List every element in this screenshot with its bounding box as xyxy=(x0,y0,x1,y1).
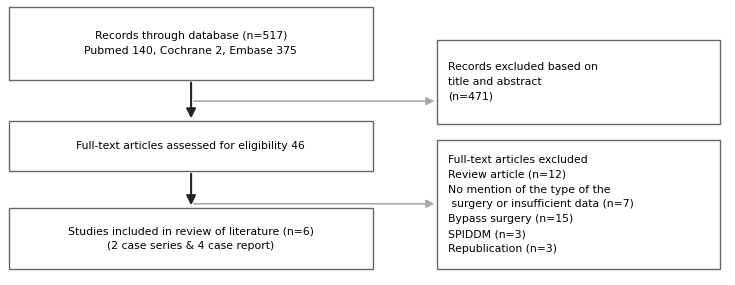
Text: (n=471): (n=471) xyxy=(448,92,493,102)
Text: surgery or insufficient data (n=7): surgery or insufficient data (n=7) xyxy=(448,200,634,209)
FancyBboxPatch shape xyxy=(9,121,373,171)
FancyBboxPatch shape xyxy=(9,208,373,269)
Text: Pubmed 140, Cochrane 2, Embase 375: Pubmed 140, Cochrane 2, Embase 375 xyxy=(85,46,297,56)
FancyBboxPatch shape xyxy=(437,140,720,269)
Text: Records excluded based on: Records excluded based on xyxy=(448,62,598,72)
Text: SPIDDM (n=3): SPIDDM (n=3) xyxy=(448,229,526,239)
Text: Republication (n=3): Republication (n=3) xyxy=(448,244,557,254)
Text: Full-text articles excluded: Full-text articles excluded xyxy=(448,155,588,165)
Text: (2 case series & 4 case report): (2 case series & 4 case report) xyxy=(107,241,274,251)
Text: Full-text articles assessed for eligibility 46: Full-text articles assessed for eligibil… xyxy=(76,141,305,151)
FancyBboxPatch shape xyxy=(9,7,373,80)
Text: Review article (n=12): Review article (n=12) xyxy=(448,170,567,180)
Text: title and abstract: title and abstract xyxy=(448,77,542,87)
Text: No mention of the type of the: No mention of the type of the xyxy=(448,185,611,195)
Text: Studies included in review of literature (n=6): Studies included in review of literature… xyxy=(68,226,314,236)
Text: Bypass surgery (n=15): Bypass surgery (n=15) xyxy=(448,214,573,224)
FancyBboxPatch shape xyxy=(437,40,720,124)
Text: Records through database (n=517): Records through database (n=517) xyxy=(95,31,287,41)
